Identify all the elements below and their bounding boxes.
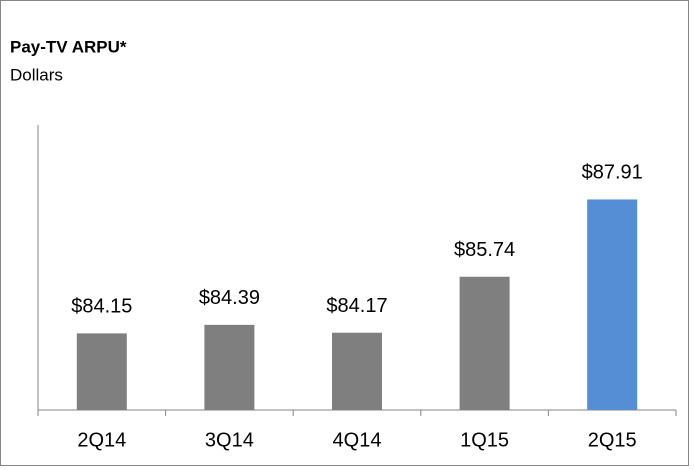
x-tick-label: 2Q14 xyxy=(77,429,126,451)
bar xyxy=(76,333,127,410)
chart-title: Pay-TV ARPU* xyxy=(10,37,127,56)
bar xyxy=(332,332,382,410)
x-tick-label: 1Q15 xyxy=(460,429,509,451)
value-label: $84.15 xyxy=(71,296,132,318)
x-tick-label: 4Q14 xyxy=(333,429,382,451)
value-label: $84.17 xyxy=(326,295,387,317)
bar xyxy=(204,324,255,410)
bar xyxy=(587,199,638,410)
chart-subtitle: Dollars xyxy=(10,65,63,84)
value-label: $87.91 xyxy=(582,162,643,184)
value-label: $84.39 xyxy=(199,287,260,309)
bar xyxy=(459,276,510,410)
x-tick-label: 2Q15 xyxy=(588,429,637,451)
value-label: $85.74 xyxy=(454,239,515,261)
x-tick-label: 3Q14 xyxy=(205,429,254,451)
